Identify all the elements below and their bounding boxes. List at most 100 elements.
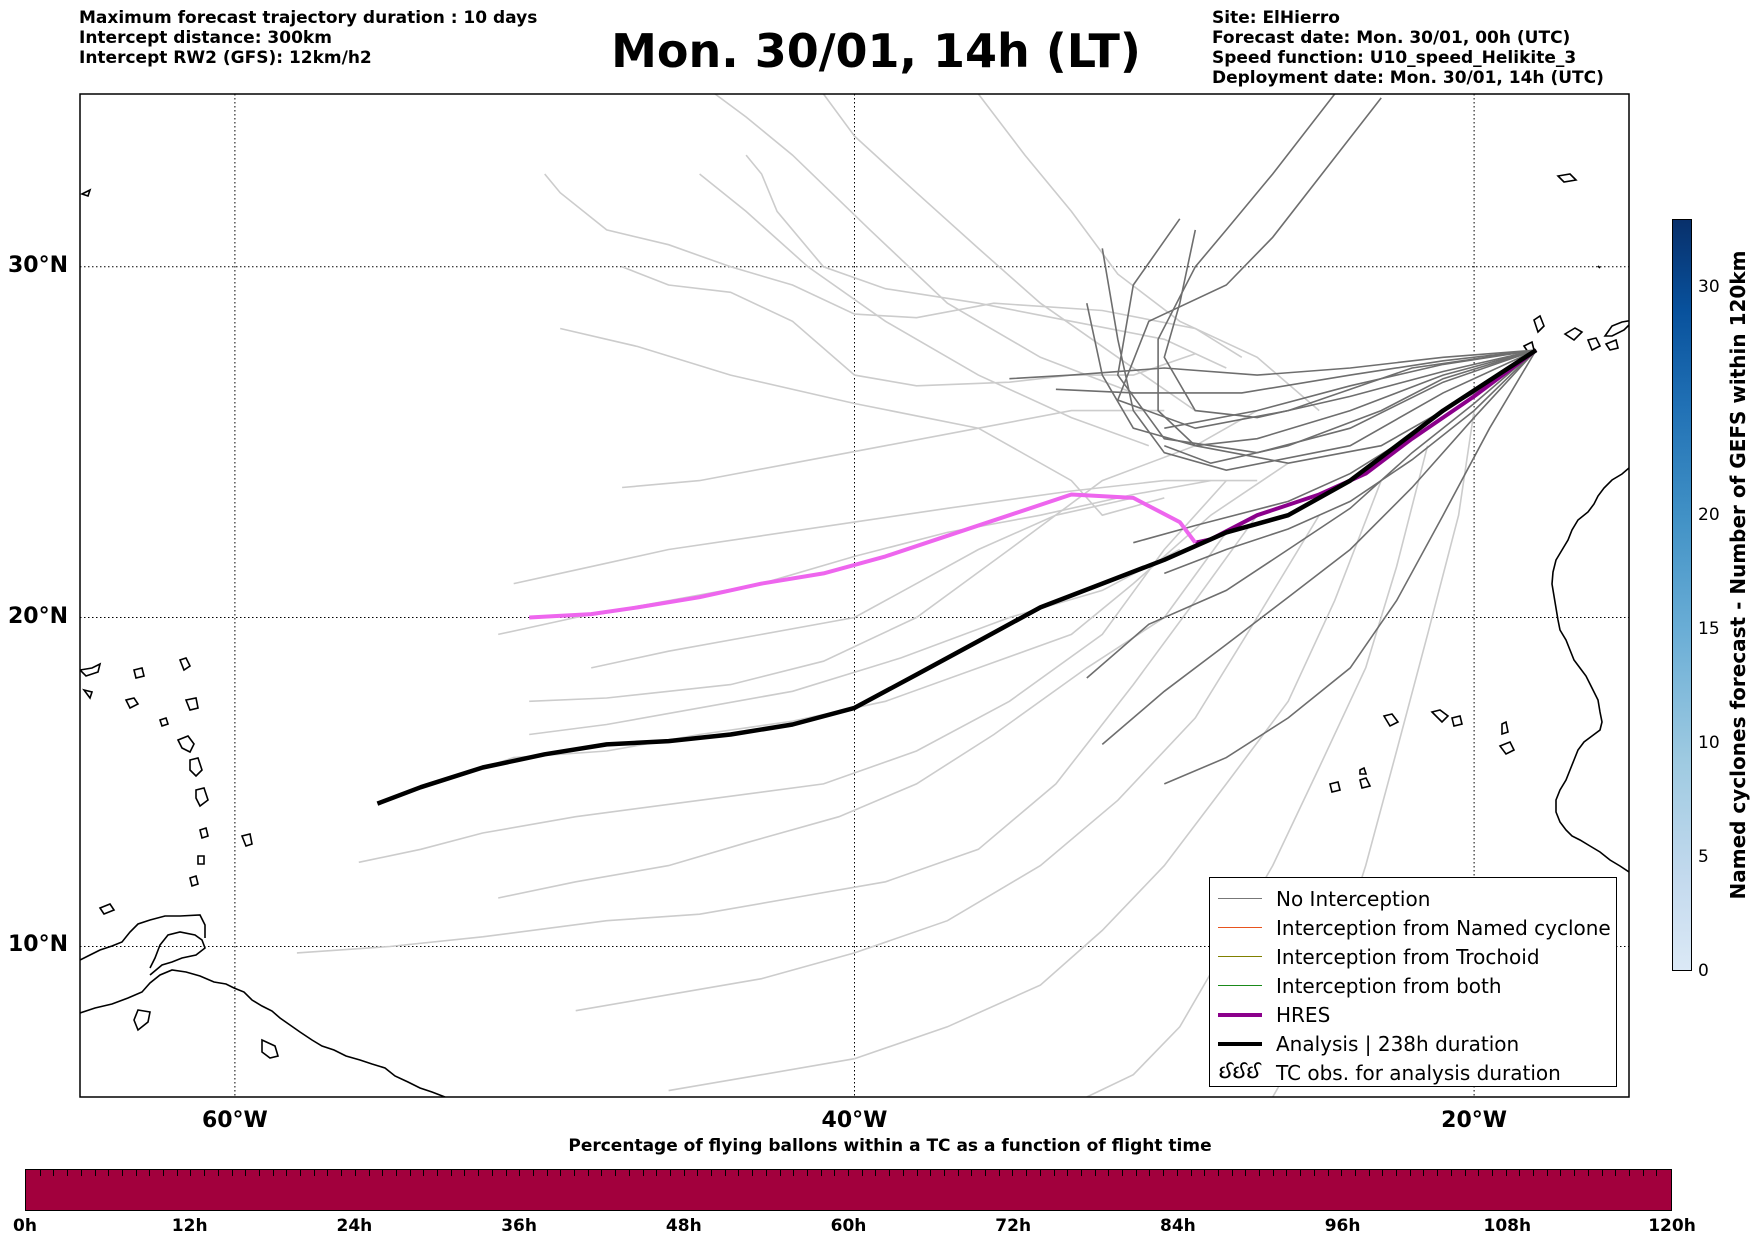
tc-colorbar-minor-tick [697, 1170, 699, 1176]
no-interception-trajectory-2 [1116, 218, 1537, 454]
no-interception-trajectory-4 [1101, 248, 1537, 472]
legend-label: Analysis | 238h duration [1276, 1031, 1520, 1056]
legend-label: No Interception [1276, 886, 1431, 911]
island-sao-vicente [1451, 715, 1463, 727]
faded-trajectory-8 [358, 480, 1227, 864]
tc-colorbar-minor-tick [272, 1170, 274, 1176]
tc-colorbar-minor-tick [1464, 1170, 1466, 1176]
legend-swatch [1218, 956, 1262, 957]
tc-colorbar-minor-tick [546, 1170, 548, 1176]
island-barbuda [178, 657, 192, 672]
tc-colorbar-minor-tick [1094, 1170, 1096, 1176]
legend-item-4: HRES [1218, 1000, 1616, 1029]
deployment-date-text: Deployment date: Mon. 30/01, 14h (UTC) [1212, 68, 1604, 88]
legend-item-5: Analysis | 238h duration [1218, 1029, 1616, 1058]
tc-colorbar-minor-tick [738, 1170, 740, 1176]
no-interception-trajectory-7 [1055, 349, 1537, 394]
tc-colorbar-minor-tick [587, 1170, 589, 1176]
tc-colorbar-minor-tick [985, 1170, 986, 1176]
tc-colorbar-minor-tick [669, 1170, 671, 1176]
tc-colorbar-minor-tick [300, 1170, 301, 1176]
intercept-distance-text: Intercept distance: 300km [79, 28, 332, 48]
tc-colorbar-minor-tick [354, 1170, 356, 1176]
tc-colorbar-minor-tick [711, 1170, 712, 1176]
island-curacao [133, 1009, 151, 1032]
island-dominica [189, 757, 203, 778]
tc-colorbar-minor-tick [121, 1170, 123, 1176]
tc-colorbar-minor-tick [163, 1170, 164, 1176]
analysis-trajectory [376, 348, 1538, 806]
island-sal [1501, 720, 1509, 736]
lon-label-40: 40°W [821, 1108, 888, 1133]
tc-colorbar-minor-tick [1491, 1170, 1493, 1176]
coastline-maracaibo [80, 914, 206, 961]
legend-swatch [1218, 985, 1262, 986]
lat-label-10: 10°N [8, 932, 69, 958]
site-text: Site: ElHierro [1212, 8, 1340, 28]
legend-label: Interception from Trochoid [1276, 944, 1540, 969]
island-north [82, 688, 94, 700]
tc-colorbar-minor-tick [1163, 1170, 1165, 1176]
legend-swatch [1218, 927, 1262, 928]
tc-colorbar-minor-tick [1368, 1170, 1370, 1176]
tc-colorbar-minor-tick [560, 1170, 562, 1176]
faded-trajectory-21 [498, 531, 1227, 899]
tc-colorbar-minor-tick [1039, 1170, 1041, 1176]
lon-label-60: 60°W [201, 1108, 268, 1133]
tc-colorbar-minor-tick [998, 1170, 1000, 1176]
coastline-south-america [80, 969, 446, 1097]
no-interception-trajectory-14 [1009, 349, 1537, 380]
faded-trajectory-10 [575, 514, 1320, 1012]
no-interception-trajectory-6 [1164, 349, 1537, 465]
tc-colorbar-minor-tick [683, 1170, 685, 1176]
island-santiago [1382, 713, 1400, 728]
faded-trajectory-4 [513, 479, 1258, 585]
island-barbados [240, 833, 253, 847]
tc-colorbar-minor-tick [1176, 1170, 1178, 1176]
legend-swatch [1218, 898, 1262, 899]
tc-colorbar-minor-tick [861, 1170, 863, 1176]
tc-colorbar-minor-tick [491, 1170, 493, 1176]
gefs-tick-label-0: 0 [1698, 961, 1709, 981]
no-interception-trajectory-9 [1164, 349, 1537, 575]
tc-colorbar-minor-tick [67, 1170, 69, 1176]
coastline-africa [1551, 467, 1629, 873]
faded-trajectory-6 [529, 409, 1258, 703]
legend-label: Interception from both [1276, 973, 1502, 998]
tc-colorbar-minor-tick [190, 1170, 192, 1176]
island-antigua [184, 697, 199, 711]
gefs-tick-label-5: 5 [1698, 847, 1709, 868]
tc-colorbar-minor-tick [53, 1170, 55, 1176]
tc-colorbar-minor-tick [1190, 1170, 1192, 1176]
island-gran-canaria [1586, 337, 1602, 352]
faded-trajectory-12 [1086, 445, 1429, 1097]
tc-colorbar-minor-tick [1533, 1170, 1534, 1176]
island-santo-antao [1430, 709, 1450, 724]
no-interception-trajectory-12 [1163, 349, 1537, 785]
tc-colorbar-minor-tick [1478, 1170, 1480, 1176]
legend-item-2: Interception from Trochoid [1218, 942, 1616, 971]
faded-trajectory-0 [745, 154, 1227, 369]
faded-trajectory-1 [544, 173, 1243, 358]
tc-colorbar-minor-tick [1546, 1170, 1548, 1176]
tc-colorbar-minor-tick [642, 1170, 644, 1176]
tc-colorbar-minor-tick [1615, 1170, 1617, 1176]
island-la-palma [1533, 314, 1545, 334]
tc-colorbar-minor-tick [615, 1170, 617, 1176]
lat-label-30: 30°N [8, 252, 69, 278]
tc-colorbar-minor-tick [80, 1170, 82, 1176]
tc-colorbar-minor-tick [752, 1170, 754, 1176]
tc-colorbar-minor-tick [1437, 1170, 1439, 1176]
header-info-right: Site: ElHierro Forecast date: Mon. 30/01… [1212, 8, 1604, 88]
tc-colorbar-minor-tick [1026, 1170, 1028, 1176]
island-st-vincent [197, 855, 205, 865]
tc-colorbar-minor-tick [1067, 1170, 1069, 1176]
tc-colorbar-minor-tick [1409, 1170, 1411, 1176]
tc-colorbar-minor-tick [1574, 1170, 1576, 1176]
tc-colorbar-minor-tick [1396, 1170, 1397, 1176]
tc-colorbar-minor-tick [39, 1170, 41, 1176]
gefs-colorbar-title: Named cyclones forecast - Number of GEFS… [1726, 250, 1750, 900]
gefs-tick-label-15: 15 [1698, 619, 1720, 640]
tc-tick-label-24h: 24h [336, 1216, 373, 1236]
tc-tick-label-12h: 12h [171, 1216, 208, 1236]
